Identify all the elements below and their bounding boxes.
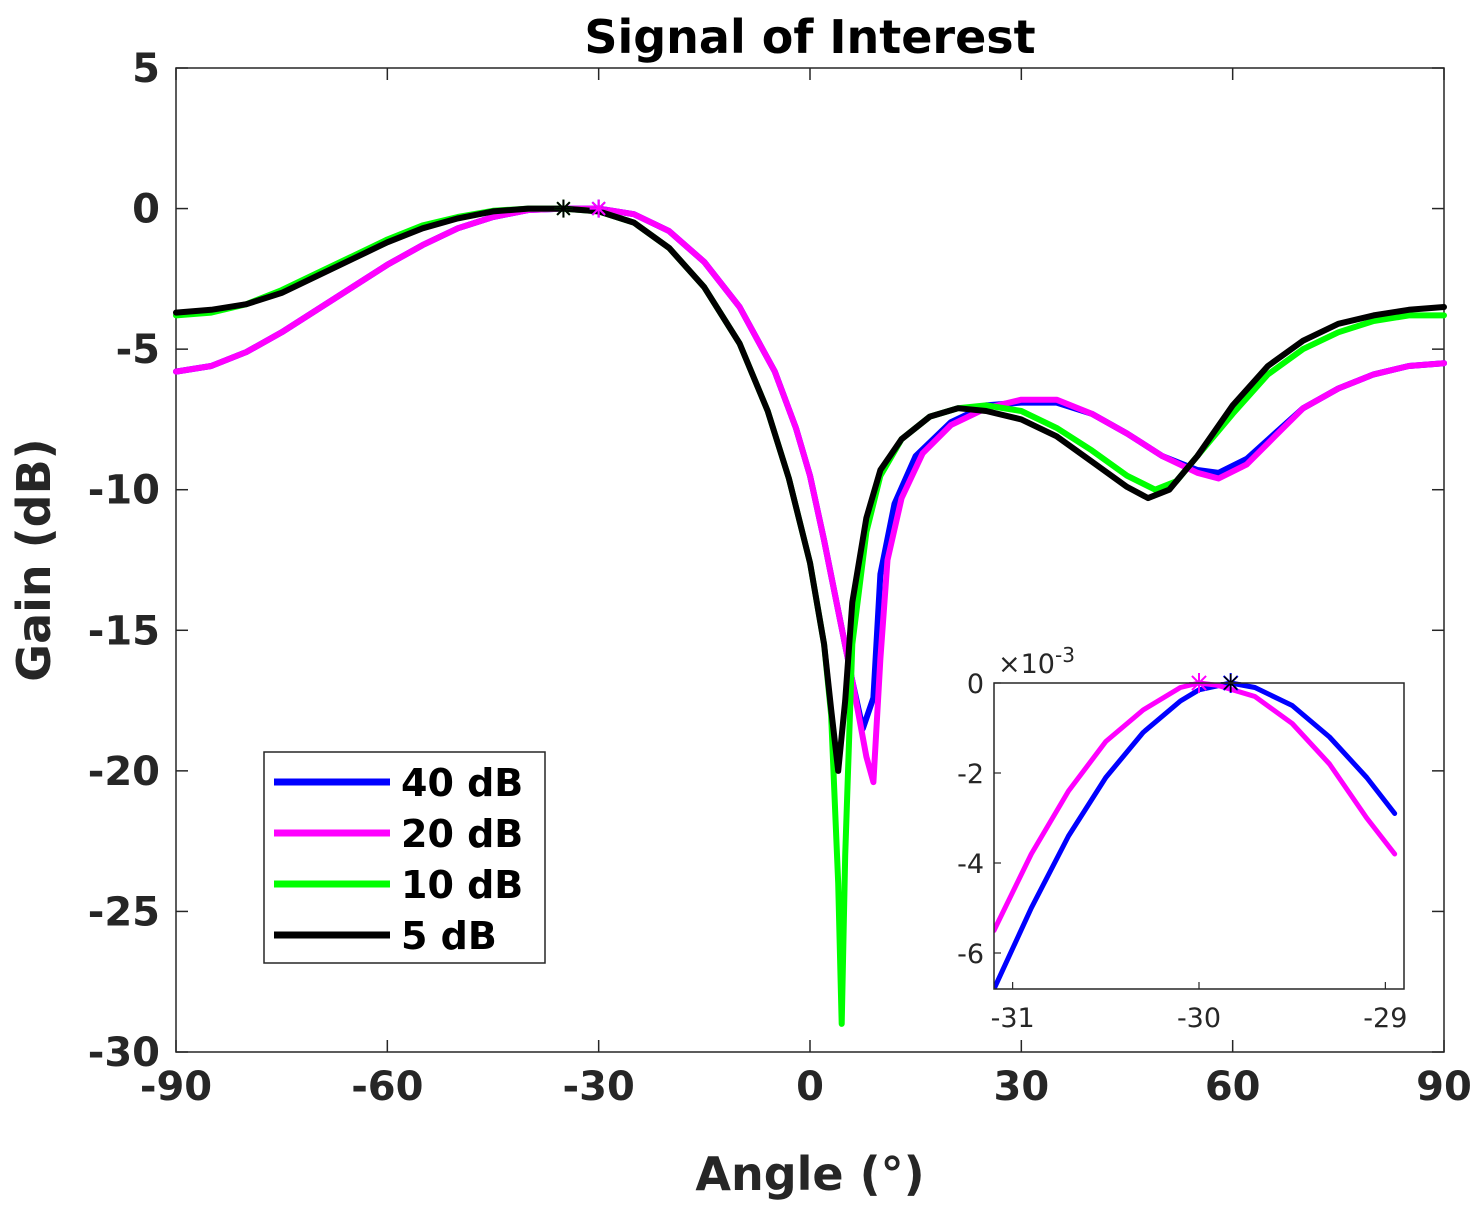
main-series: [173, 199, 1447, 1027]
main-y-tick-label: -25: [88, 889, 160, 935]
main-x-tick-label: -30: [563, 1064, 635, 1110]
inset-multiplier-base: ×10: [998, 649, 1055, 680]
main-x-ticks: -90 -60 -30 0 30 60 90: [140, 68, 1472, 1110]
main-x-tick-label: 0: [796, 1064, 824, 1110]
inset-y-tick-label: 0: [967, 669, 984, 700]
main-y-tick-label: 0: [132, 187, 160, 233]
inset-plot: -31 -30 -29 0 -2 -4 -6 ×10-3: [957, 643, 1407, 1034]
inset-y-ticks: 0 -2 -4 -6: [957, 669, 1001, 970]
inset-y-multiplier: ×10-3: [998, 643, 1075, 680]
main-x-tick-label: 90: [1416, 1064, 1472, 1110]
inset-y-tick-label: -2: [957, 759, 984, 790]
inset-y-tick-label: -6: [957, 939, 984, 970]
main-y-tick-label: -5: [116, 327, 160, 373]
inset-multiplier-exponent: -3: [1055, 643, 1075, 667]
legend-label-5-db: 5 dB: [401, 914, 497, 958]
inset-x-ticks: -31 -30 -29: [991, 982, 1407, 1034]
main-x-tick-label: 30: [993, 1064, 1049, 1110]
inset-y-tick-label: -4: [957, 849, 984, 880]
main-x-tick-label: -90: [140, 1064, 212, 1110]
legend-label-20-db: 20 dB: [401, 812, 523, 856]
main-y-tick-label: -10: [88, 468, 160, 514]
peak-marker-5-db: [554, 199, 573, 218]
inset-x-tick-label: -30: [1177, 1003, 1221, 1034]
main-y-ticks: 50-5-10-15-20-25-30: [88, 46, 1444, 1076]
chart-title: Signal of Interest: [584, 10, 1035, 64]
legend-label-10-db: 10 dB: [401, 863, 523, 907]
main-y-tick-label: 5: [132, 46, 160, 92]
main-y-tick-label: -20: [88, 749, 160, 795]
main-y-tick-label: -15: [88, 608, 160, 654]
inset-x-tick-label: -31: [991, 1003, 1035, 1034]
inset-x-tick-label: -29: [1363, 1003, 1407, 1034]
inset-background: [994, 683, 1404, 989]
peak-marker-20-db: [589, 199, 608, 218]
legend: 40 dB 20 dB 10 dB 5 dB: [263, 751, 546, 964]
series-line-5-db: [173, 205, 1447, 774]
main-x-tick-label: 60: [1205, 1064, 1261, 1110]
main-y-tick-label: -30: [88, 1030, 160, 1076]
x-axis-label: Angle (°): [695, 1147, 924, 1201]
main-plot: -90 -60 -30 0 30 60 90 50-5-10-15-20-25-30: [88, 46, 1472, 1110]
legend-label-40-db: 40 dB: [401, 761, 523, 805]
legend-box: [263, 751, 546, 964]
y-axis-label: Gain (dB): [7, 438, 61, 681]
legend-entries: 40 dB 20 dB 10 dB 5 dB: [274, 761, 523, 958]
main-x-tick-label: -60: [351, 1064, 423, 1110]
